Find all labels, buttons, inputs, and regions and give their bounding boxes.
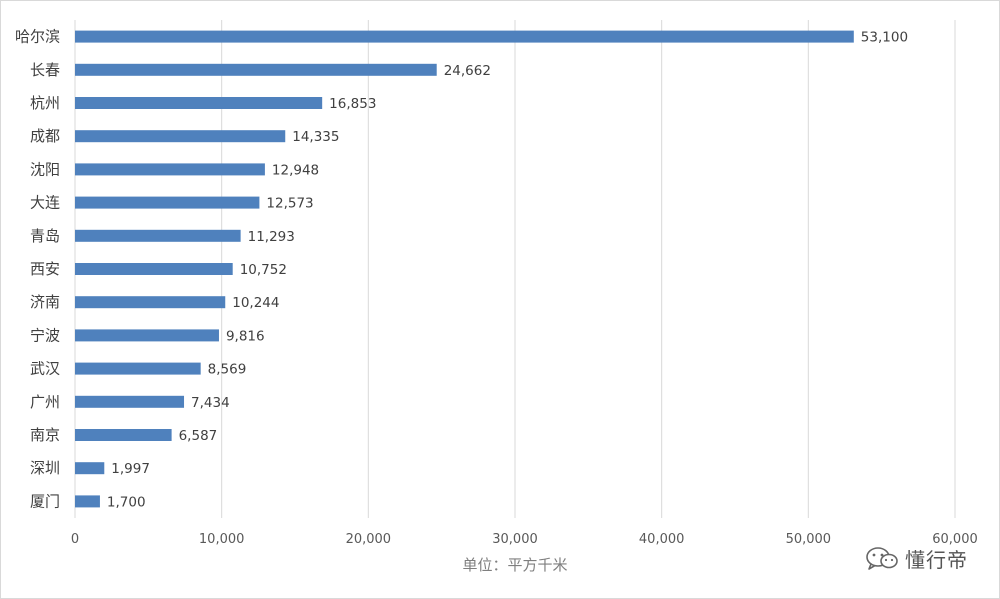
x-tick-label: 60,000 — [932, 532, 978, 547]
watermark-text: 懂行帝 — [905, 548, 968, 572]
category-label: 西安 — [30, 260, 60, 278]
category-label: 大连 — [30, 194, 60, 212]
x-tick-label: 20,000 — [346, 532, 392, 547]
wechat-icon — [866, 546, 898, 570]
bar — [75, 495, 100, 508]
bar — [75, 462, 105, 475]
category-label: 深圳 — [30, 459, 60, 477]
category-label: 武汉 — [30, 360, 60, 378]
category-label: 长春 — [30, 61, 60, 79]
data-label: 53,100 — [861, 30, 908, 46]
category-label: 南京 — [30, 426, 60, 444]
category-label: 济南 — [30, 293, 60, 311]
category-label: 沈阳 — [30, 160, 60, 178]
bar — [75, 362, 201, 375]
x-tick-label: 50,000 — [786, 532, 832, 547]
bar — [75, 395, 185, 408]
data-label: 9,816 — [226, 328, 265, 344]
bar — [75, 63, 437, 76]
data-label: 1,997 — [111, 461, 150, 477]
data-label: 10,244 — [232, 295, 279, 311]
data-label: 12,948 — [272, 162, 319, 178]
x-tick-label: 10,000 — [199, 532, 245, 547]
category-label: 杭州 — [30, 94, 60, 112]
data-label: 11,293 — [248, 229, 295, 245]
data-label: 12,573 — [266, 196, 313, 212]
bar — [75, 329, 219, 342]
data-label: 7,434 — [191, 395, 230, 411]
data-label: 16,853 — [329, 96, 376, 112]
bar — [75, 296, 226, 309]
bar — [75, 97, 323, 109]
bar — [75, 196, 260, 209]
data-label: 6,587 — [179, 428, 218, 444]
x-tick-label: 40,000 — [639, 532, 685, 547]
category-label: 厦门 — [30, 492, 60, 510]
data-label: 8,569 — [208, 362, 247, 378]
bar — [75, 263, 233, 275]
bar — [75, 163, 265, 176]
category-label: 青岛 — [30, 227, 60, 245]
category-label: 成都 — [30, 127, 60, 145]
bar — [75, 130, 286, 143]
x-tick-label: 0 — [71, 532, 79, 547]
bar — [75, 429, 172, 441]
data-label: 24,662 — [444, 63, 491, 79]
category-label: 广州 — [30, 393, 60, 411]
data-label: 1,700 — [107, 494, 146, 510]
category-label: 哈尔滨 — [15, 28, 60, 46]
bar — [75, 30, 854, 43]
watermark: 懂行帝 — [865, 544, 968, 573]
x-axis-title: 单位：平方千米 — [462, 556, 567, 574]
bar — [75, 229, 241, 242]
category-label: 宁波 — [30, 326, 60, 344]
x-tick-label: 30,000 — [492, 532, 538, 547]
data-label: 10,752 — [240, 262, 287, 278]
data-label: 14,335 — [292, 129, 339, 145]
